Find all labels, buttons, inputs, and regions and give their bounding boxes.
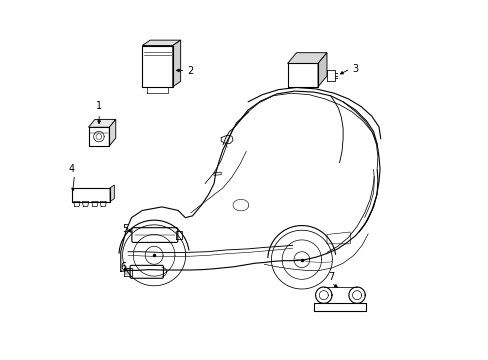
Text: 2: 2 [187,66,193,76]
Text: 4: 4 [68,163,75,174]
Polygon shape [88,120,116,127]
Polygon shape [317,53,326,87]
Polygon shape [109,120,116,146]
Text: 7: 7 [327,272,334,282]
Polygon shape [172,40,180,87]
Text: 5: 5 [122,224,128,234]
Text: 1: 1 [96,101,102,111]
Polygon shape [287,53,326,63]
Text: 3: 3 [351,64,358,74]
Text: 6: 6 [120,262,126,272]
Polygon shape [110,185,114,202]
Polygon shape [142,40,180,45]
